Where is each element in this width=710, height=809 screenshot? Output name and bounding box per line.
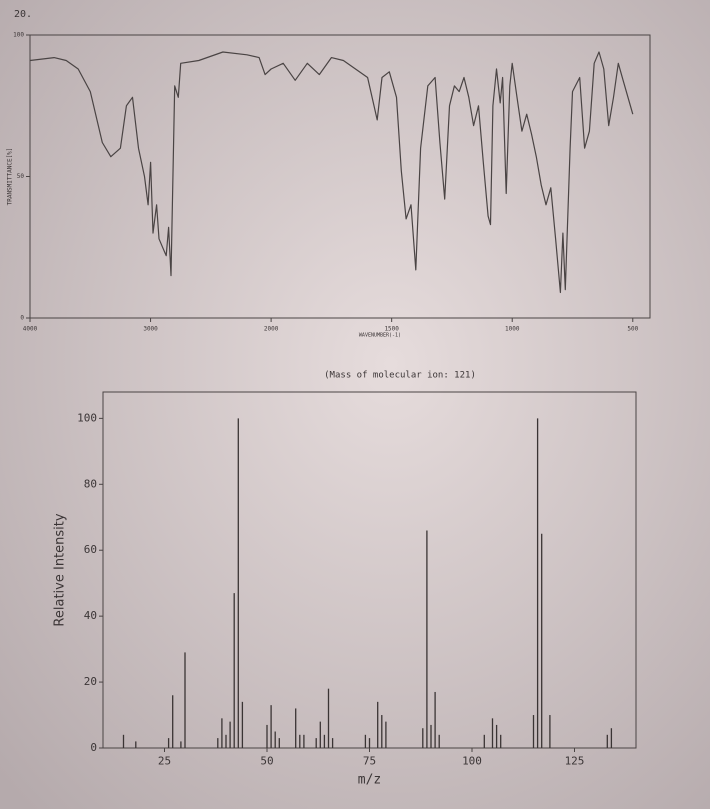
y-tick-label: 50 <box>17 173 25 180</box>
x-tick-label: 1000 <box>505 326 520 333</box>
x-tick-label: 4000 <box>23 326 38 333</box>
y-tick-label: 60 <box>84 543 97 556</box>
y-axis-label: Relative Intensity <box>53 513 68 626</box>
y-tick-label: 0 <box>20 315 24 322</box>
y-tick-label: 100 <box>77 411 97 424</box>
x-tick-label: 1500 <box>384 326 399 333</box>
x-axis-label: WAVENUMBER(-1) <box>359 333 401 339</box>
x-tick-label: 50 <box>260 755 273 768</box>
page-label: 20. <box>14 9 32 20</box>
spectrum-line <box>29 51 634 294</box>
y-tick-label: 80 <box>84 477 97 490</box>
ms-caption: (Mass of molecular ion: 121) <box>324 371 476 381</box>
x-tick-label: 2000 <box>264 326 279 333</box>
x-tick-label: 125 <box>565 755 585 768</box>
y-axis-label: TRANSMITTANCE[%] <box>7 148 14 206</box>
x-tick-label: 3000 <box>143 326 158 333</box>
x-tick-label: 75 <box>363 755 376 768</box>
x-tick-label: 25 <box>158 755 171 768</box>
y-tick-label: 0 <box>90 741 97 754</box>
y-tick-label: 40 <box>84 609 97 622</box>
x-tick-label: 500 <box>627 326 638 333</box>
x-axis-label: m/z <box>358 773 381 788</box>
y-tick-label: 100 <box>13 32 24 39</box>
y-tick-label: 20 <box>84 675 97 688</box>
x-tick-label: 100 <box>462 755 482 768</box>
